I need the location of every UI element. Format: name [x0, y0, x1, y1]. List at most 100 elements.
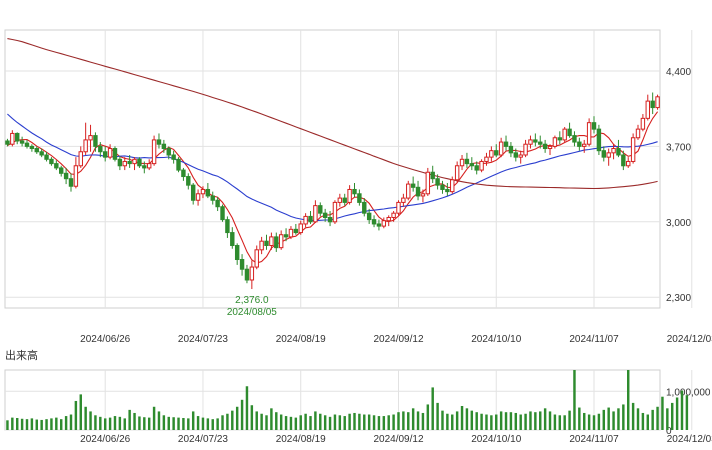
candle-body: [489, 150, 494, 158]
candle-body: [518, 154, 523, 158]
candle-body: [572, 135, 577, 143]
candle: [489, 146, 494, 162]
candle: [635, 124, 641, 140]
candle-body: [200, 188, 206, 195]
candle-body: [283, 234, 289, 238]
candle: [49, 157, 54, 166]
volume-bar: [416, 411, 420, 430]
candle-body: [254, 249, 259, 268]
volume-bar: [666, 408, 669, 430]
candle: [533, 133, 538, 147]
candle-body: [528, 139, 533, 145]
candle-body: [523, 143, 528, 156]
candle-body: [454, 165, 460, 181]
candle-body: [420, 193, 426, 197]
volume-bar: [573, 370, 576, 430]
volume-bar: [636, 408, 640, 430]
volume-bar: [490, 415, 493, 430]
candle: [445, 183, 450, 196]
volume-x-tick: 2024/07/23: [178, 434, 228, 445]
candle: [308, 211, 313, 224]
candle: [347, 185, 352, 205]
volume-bar: [94, 415, 97, 430]
volume-bar: [99, 416, 102, 430]
volume-bar: [216, 418, 219, 430]
candle-body: [396, 201, 401, 214]
candle: [469, 157, 475, 171]
price-x-tick: 2024/12/03: [667, 334, 712, 345]
volume-bar: [103, 418, 107, 430]
candle: [122, 157, 127, 171]
candle: [269, 232, 274, 250]
candle: [230, 227, 235, 249]
candle: [650, 92, 655, 115]
candle: [601, 146, 606, 162]
volume-bar: [177, 417, 180, 430]
volume-bar: [69, 414, 73, 430]
candle-body: [234, 245, 240, 261]
price-x-tick: 2024/08/19: [276, 334, 326, 345]
candle-body: [479, 160, 484, 171]
candle: [621, 150, 626, 171]
price-x-tick: 2024/09/12: [373, 334, 423, 345]
candle: [410, 176, 416, 192]
volume-panel-frame: [4, 369, 661, 431]
volume-bar: [108, 417, 112, 430]
volume-bar: [397, 412, 400, 430]
volume-y-tick: 0: [666, 426, 672, 437]
candle: [278, 230, 284, 250]
candle-body: [156, 139, 162, 145]
candle-body: [547, 145, 553, 150]
candle: [19, 136, 25, 147]
candle-body: [190, 184, 196, 201]
candle: [645, 94, 650, 121]
candle: [117, 156, 123, 171]
volume-bar: [675, 397, 679, 430]
candle-body: [181, 169, 186, 178]
candle-body: [151, 139, 157, 165]
candle: [142, 161, 147, 174]
candle-body: [645, 100, 650, 119]
volume-bar: [133, 412, 136, 430]
volume-bar: [20, 418, 24, 430]
candle: [572, 131, 577, 147]
volume-bar: [35, 419, 38, 430]
volume-bar: [372, 415, 376, 430]
volume-bar: [314, 411, 317, 430]
candle-body: [406, 183, 411, 199]
candle-body: [464, 158, 470, 165]
candle: [239, 254, 245, 276]
candle-body: [127, 160, 132, 165]
volume-bar: [543, 408, 547, 430]
candle-body: [269, 236, 274, 247]
candle: [322, 208, 328, 222]
candle: [420, 189, 426, 203]
volume-bar: [275, 412, 278, 430]
price-y-tick-labels: 2,300 3,000 3,700 4,400: [666, 67, 691, 304]
volume-bar: [6, 420, 9, 430]
candle-body: [83, 139, 88, 153]
volume-bar: [143, 417, 146, 430]
candle: [381, 217, 387, 229]
candle: [283, 228, 289, 242]
candle: [503, 135, 509, 151]
volume-bar: [118, 416, 122, 430]
candle-body: [303, 215, 308, 225]
candle-body: [410, 183, 416, 188]
volume-bars: [6, 370, 689, 430]
volume-bar: [284, 416, 288, 430]
candle: [181, 167, 186, 181]
candle: [5, 138, 10, 147]
candle: [274, 232, 279, 252]
volume-bar: [402, 411, 405, 430]
candle-body: [93, 135, 98, 147]
candle: [166, 146, 171, 160]
candle-body: [498, 141, 504, 156]
volume-bar: [30, 418, 34, 430]
volume-bar: [548, 411, 552, 430]
volume-bar: [201, 417, 205, 430]
candle: [606, 148, 611, 166]
volume-bar: [138, 416, 141, 430]
candle-body: [474, 165, 479, 171]
volume-bar: [279, 414, 283, 430]
